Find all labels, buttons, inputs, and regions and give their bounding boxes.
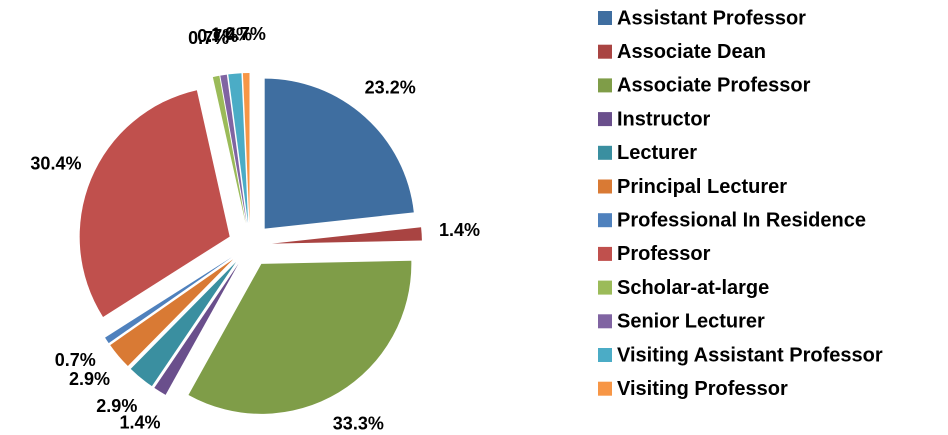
pie-slice	[220, 74, 247, 224]
legend-swatch	[598, 44, 612, 59]
data-label: 0.7%	[188, 28, 229, 48]
data-label: 30.4%	[30, 153, 81, 173]
legend-label: Assistant Professor	[617, 7, 806, 29]
legend-label: Lecturer	[617, 142, 697, 164]
pie-slice	[79, 90, 230, 317]
pie-slice	[188, 260, 412, 414]
legend-label: Visiting Professor	[617, 378, 788, 400]
legend-swatch	[598, 11, 612, 25]
data-label: 1.4%	[439, 220, 480, 240]
data-label: 33.3%	[333, 414, 384, 434]
data-label: 0.7%	[55, 350, 96, 370]
legend-swatch	[598, 179, 612, 194]
pie-slice	[130, 262, 237, 387]
data-label: 2.9%	[69, 369, 110, 389]
legend-swatch	[598, 145, 612, 160]
legend-swatch	[598, 78, 612, 93]
pie-slice	[264, 78, 414, 229]
legend-swatch	[598, 112, 612, 127]
data-label: 1.4%	[119, 413, 160, 433]
pie-slice	[110, 259, 234, 367]
pie-slice	[154, 263, 239, 395]
legend-label: Professional In Residence	[617, 209, 866, 231]
legend-label: Visiting Assistant Professor	[617, 344, 883, 366]
legend-swatch	[598, 381, 612, 396]
legend-swatch	[598, 246, 612, 261]
legend-label: Scholar-at-large	[617, 277, 769, 299]
legend-swatch	[598, 280, 612, 295]
legend-label: Associate Dean	[617, 41, 766, 63]
legend-swatch	[598, 348, 612, 362]
legend-swatch	[598, 213, 612, 228]
pie-slice	[271, 227, 422, 244]
legend-label: Professor	[617, 243, 711, 265]
legend-label: Associate Professor	[617, 75, 811, 97]
legend-label: Senior Lecturer	[617, 311, 765, 333]
pie-slice	[228, 73, 249, 224]
pie-slice	[212, 75, 246, 224]
data-label: 1.4%	[211, 25, 252, 45]
legend-label: Instructor	[617, 108, 711, 130]
data-label: 0.7%	[197, 26, 238, 46]
data-label: 2.9%	[96, 396, 137, 416]
data-label: 23.2%	[365, 77, 416, 97]
pie-slice	[242, 73, 250, 224]
legend-label: Principal Lecturer	[617, 176, 787, 198]
pie-slice	[105, 257, 232, 344]
legend-swatch	[598, 314, 612, 329]
data-label: 0.7%	[225, 24, 266, 44]
